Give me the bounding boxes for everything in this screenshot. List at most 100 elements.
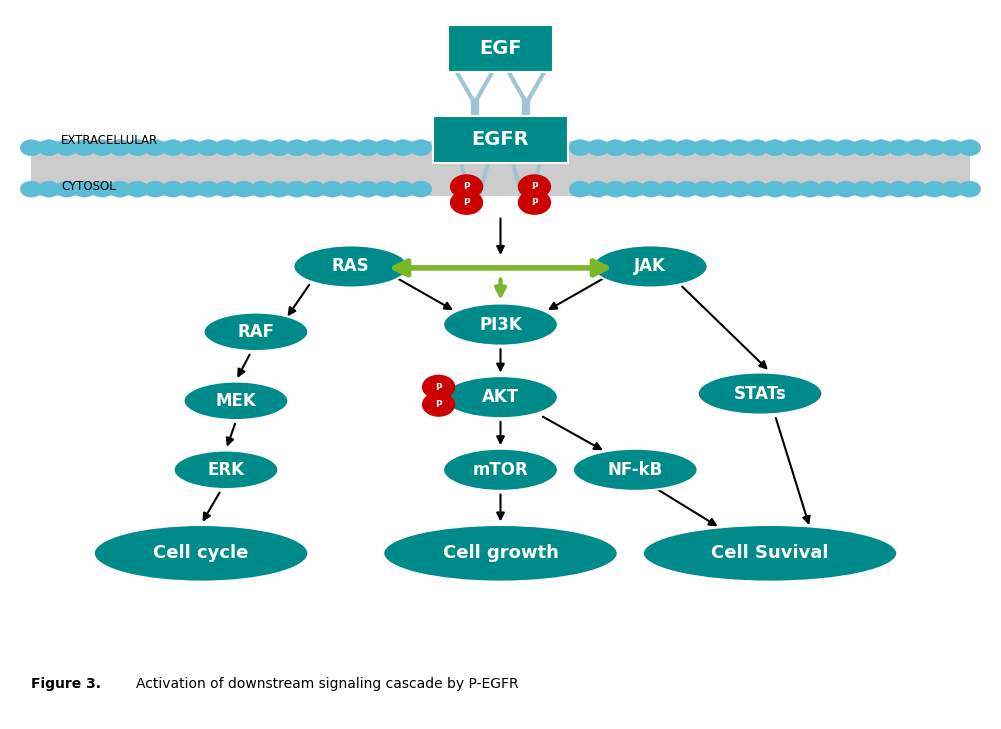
Circle shape <box>268 140 290 156</box>
Circle shape <box>570 181 592 197</box>
Text: Figure 3.: Figure 3. <box>31 677 101 691</box>
Circle shape <box>321 181 343 197</box>
Circle shape <box>126 181 148 197</box>
Circle shape <box>746 181 768 197</box>
Circle shape <box>800 140 821 156</box>
Text: RAS: RAS <box>332 257 369 276</box>
Circle shape <box>587 181 609 197</box>
Ellipse shape <box>293 246 408 287</box>
Circle shape <box>676 181 698 197</box>
Ellipse shape <box>698 373 823 415</box>
Circle shape <box>109 140 131 156</box>
Circle shape <box>587 140 609 156</box>
Circle shape <box>233 140 255 156</box>
Circle shape <box>570 140 592 156</box>
Circle shape <box>729 140 751 156</box>
Circle shape <box>162 140 184 156</box>
Text: JAK: JAK <box>635 257 667 276</box>
Circle shape <box>906 181 928 197</box>
Text: NF-kB: NF-kB <box>608 461 663 479</box>
Circle shape <box>450 175 482 198</box>
Circle shape <box>853 181 875 197</box>
Circle shape <box>800 181 821 197</box>
Circle shape <box>923 140 945 156</box>
Circle shape <box>870 181 892 197</box>
Circle shape <box>888 181 910 197</box>
Text: Cell growth: Cell growth <box>442 545 559 562</box>
Circle shape <box>923 181 945 197</box>
Ellipse shape <box>183 381 288 420</box>
Circle shape <box>180 181 201 197</box>
Text: mTOR: mTOR <box>472 461 529 479</box>
Circle shape <box>20 181 42 197</box>
Ellipse shape <box>443 303 558 346</box>
Circle shape <box>409 140 431 156</box>
Circle shape <box>711 181 733 197</box>
Circle shape <box>519 175 551 198</box>
Circle shape <box>56 140 78 156</box>
FancyBboxPatch shape <box>432 116 569 163</box>
Circle shape <box>693 140 715 156</box>
Ellipse shape <box>173 451 278 489</box>
Text: CYTOSOL: CYTOSOL <box>61 180 116 193</box>
Ellipse shape <box>593 246 708 287</box>
Text: PI3K: PI3K <box>479 316 522 334</box>
Text: EXTRACELLULAR: EXTRACELLULAR <box>61 134 158 147</box>
Circle shape <box>853 140 875 156</box>
FancyBboxPatch shape <box>31 141 970 195</box>
Circle shape <box>56 181 78 197</box>
Circle shape <box>286 181 308 197</box>
Circle shape <box>109 181 131 197</box>
Circle shape <box>180 140 201 156</box>
Circle shape <box>941 140 963 156</box>
Circle shape <box>640 140 662 156</box>
Text: AKT: AKT <box>481 388 520 406</box>
Circle shape <box>233 181 255 197</box>
Circle shape <box>693 181 715 197</box>
Circle shape <box>640 181 662 197</box>
Circle shape <box>374 181 396 197</box>
Circle shape <box>711 140 733 156</box>
Circle shape <box>321 140 343 156</box>
Circle shape <box>215 140 237 156</box>
Circle shape <box>817 140 839 156</box>
Circle shape <box>888 140 910 156</box>
Circle shape <box>268 181 290 197</box>
Circle shape <box>746 140 768 156</box>
Circle shape <box>605 140 627 156</box>
Circle shape <box>197 140 219 156</box>
Circle shape <box>215 181 237 197</box>
Circle shape <box>676 140 698 156</box>
Circle shape <box>623 140 645 156</box>
Circle shape <box>959 140 981 156</box>
Circle shape <box>729 181 751 197</box>
Circle shape <box>450 191 482 214</box>
Text: P: P <box>435 400 441 409</box>
Text: P: P <box>435 383 441 391</box>
Circle shape <box>126 140 148 156</box>
Circle shape <box>658 140 680 156</box>
Circle shape <box>422 375 454 399</box>
Circle shape <box>144 140 166 156</box>
Circle shape <box>250 181 272 197</box>
Text: P: P <box>463 182 469 191</box>
Circle shape <box>835 140 857 156</box>
Circle shape <box>197 181 219 197</box>
Text: MEK: MEK <box>215 391 256 410</box>
Text: EGFR: EGFR <box>471 130 530 149</box>
Ellipse shape <box>573 449 698 491</box>
Circle shape <box>870 140 892 156</box>
Circle shape <box>392 140 414 156</box>
Ellipse shape <box>443 449 558 491</box>
Circle shape <box>91 181 113 197</box>
Circle shape <box>764 140 786 156</box>
Circle shape <box>303 181 325 197</box>
Circle shape <box>356 181 378 197</box>
Circle shape <box>392 181 414 197</box>
Circle shape <box>38 181 60 197</box>
Circle shape <box>835 181 857 197</box>
Circle shape <box>38 140 60 156</box>
Ellipse shape <box>643 525 897 582</box>
Ellipse shape <box>383 525 618 582</box>
Text: EGF: EGF <box>479 39 522 58</box>
